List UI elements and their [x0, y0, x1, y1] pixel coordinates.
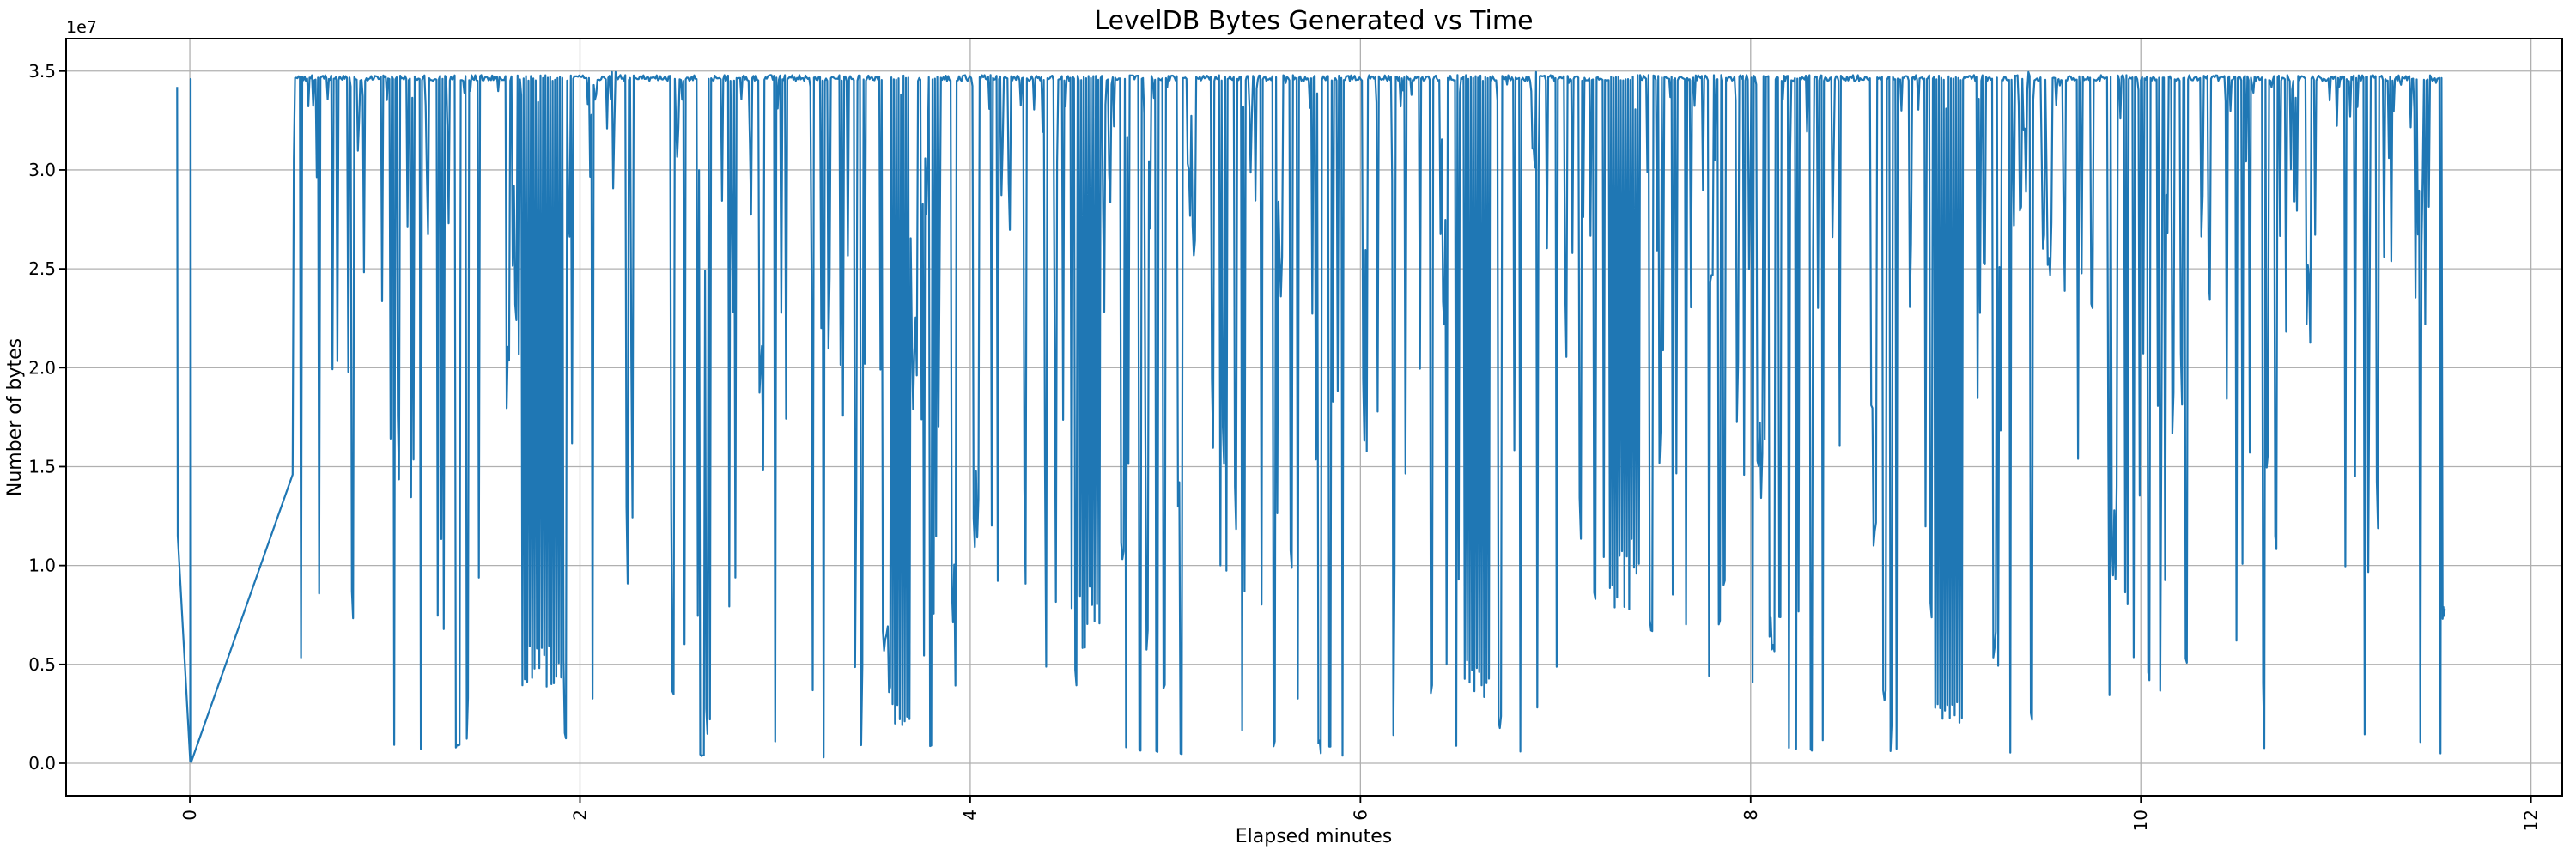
x-tick-label: 2 [569, 810, 590, 821]
y-axis-offset-label: 1e7 [66, 18, 97, 37]
x-tick-label: 4 [960, 810, 981, 821]
y-tick-label: 3.5 [28, 61, 56, 82]
y-axis-label: Number of bytes [4, 338, 26, 496]
series-group [176, 70, 2446, 763]
chart-title: LevelDB Bytes Generated vs Time [1094, 6, 1533, 36]
y-tick-label: 1.5 [28, 456, 56, 477]
x-tick-label: 10 [2130, 810, 2151, 831]
x-axis-label: Elapsed minutes [1236, 826, 1392, 847]
y-tick-label: 2.0 [28, 357, 56, 378]
y-tick-label: 0.0 [28, 753, 56, 774]
x-tick-label: 12 [2521, 810, 2542, 831]
y-tick-label: 0.5 [28, 654, 56, 675]
y-tick-label: 2.5 [28, 258, 56, 279]
series-bytes-line [176, 70, 2446, 763]
y-tick-label: 3.0 [28, 160, 56, 180]
tick-labels: 0 2 4 6 8 10 12 0.0 0.5 1.0 1.5 2.0 2.5 3.0 3.5 [28, 61, 2541, 832]
x-tick-label: 8 [1741, 810, 1761, 821]
x-tick-label: 6 [1350, 810, 1370, 821]
axes-spines [65, 38, 2563, 797]
x-tick-label: 0 [179, 810, 200, 821]
y-tick-label: 1.0 [28, 555, 56, 576]
tick-marks [59, 70, 2532, 803]
